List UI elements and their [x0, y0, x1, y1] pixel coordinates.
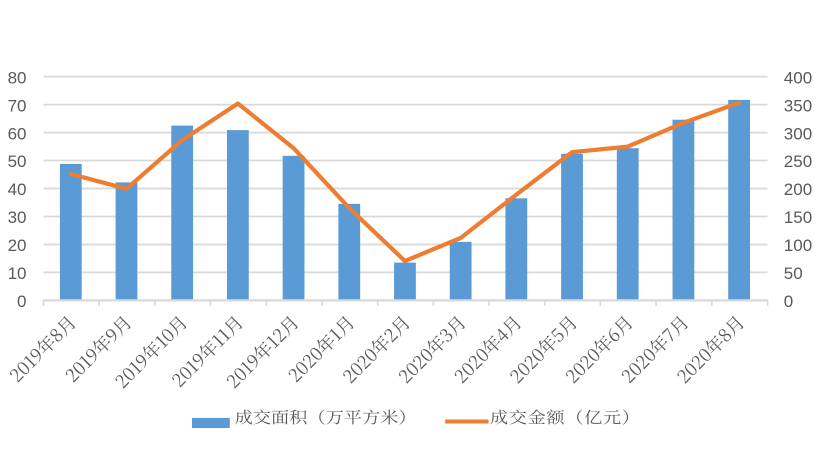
svg-text:250: 250: [784, 152, 812, 171]
svg-text:50: 50: [784, 264, 803, 283]
svg-text:100: 100: [784, 236, 812, 255]
svg-text:300: 300: [784, 124, 812, 143]
svg-text:0: 0: [784, 292, 793, 311]
svg-text:200: 200: [784, 180, 812, 199]
svg-text:60: 60: [8, 124, 27, 143]
svg-text:10: 10: [8, 264, 27, 283]
svg-text:20: 20: [8, 236, 27, 255]
svg-text:40: 40: [8, 180, 27, 199]
svg-text:400: 400: [784, 68, 812, 87]
svg-text:80: 80: [8, 68, 27, 87]
svg-text:70: 70: [8, 96, 27, 115]
svg-text:50: 50: [8, 152, 27, 171]
svg-text:350: 350: [784, 96, 812, 115]
svg-text:30: 30: [8, 208, 27, 227]
svg-text:150: 150: [784, 208, 812, 227]
svg-text:0: 0: [17, 292, 26, 311]
